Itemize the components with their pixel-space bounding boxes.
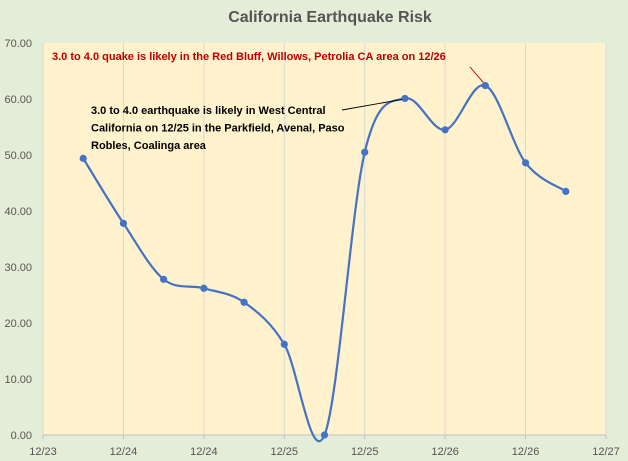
x-tick-label: 12/24 bbox=[110, 446, 138, 458]
x-tick-label: 12/27 bbox=[592, 446, 620, 458]
y-tick-label: 70.00 bbox=[4, 38, 32, 50]
x-axis-ticks: 12/23 12/24 12/24 12/25 12/25 12/26 12/26 12/27 bbox=[29, 435, 620, 458]
data-point bbox=[79, 154, 87, 162]
data-point bbox=[240, 298, 248, 306]
annotation-red-leader-line bbox=[469, 66, 484, 83]
data-point bbox=[280, 340, 288, 348]
series-markers bbox=[79, 81, 570, 439]
data-point bbox=[320, 431, 329, 439]
data-point bbox=[361, 148, 369, 156]
data-point bbox=[562, 187, 570, 195]
annotation-west-central: 3.0 to 4.0 earthquake is likely in West … bbox=[91, 105, 345, 152]
y-tick-label: 30.00 bbox=[4, 262, 32, 274]
y-axis-ticks: 0.00 10.00 20.00 30.00 40.00 50.00 60.00 70.00 bbox=[4, 38, 32, 442]
data-point bbox=[119, 219, 128, 227]
data-point bbox=[441, 126, 449, 134]
x-tick-label: 12/26 bbox=[512, 446, 540, 458]
x-tick-label: 12/26 bbox=[431, 446, 459, 458]
annotation-red-bluff: 3.0 to 4.0 quake is likely in the Red Bl… bbox=[52, 51, 446, 63]
annotation-line: California on 12/25 in the Parkfield, Av… bbox=[91, 123, 345, 135]
x-tick-label: 12/23 bbox=[29, 446, 57, 458]
data-point bbox=[200, 284, 208, 292]
chart-title: California Earthquake Risk bbox=[228, 9, 432, 26]
y-tick-label: 10.00 bbox=[4, 374, 32, 386]
annotation-black-leader-line bbox=[341, 98, 403, 111]
data-point bbox=[521, 159, 530, 167]
x-tick-label: 12/24 bbox=[190, 446, 218, 458]
x-tick-label: 12/25 bbox=[271, 446, 299, 458]
y-tick-label: 50.00 bbox=[4, 150, 32, 162]
annotations: 3.0 to 4.0 quake is likely in the Red Bl… bbox=[52, 51, 484, 152]
grid-lines bbox=[42, 43, 607, 435]
y-tick-label: 40.00 bbox=[4, 206, 32, 218]
x-tick-label: 12/25 bbox=[351, 446, 379, 458]
annotation-line: Robles, Coalinga area bbox=[91, 140, 207, 152]
y-tick-label: 0.00 bbox=[11, 430, 32, 442]
y-tick-label: 20.00 bbox=[4, 318, 32, 330]
data-point bbox=[481, 81, 489, 90]
y-tick-label: 60.00 bbox=[4, 94, 32, 106]
data-point bbox=[401, 94, 409, 103]
plot-area-background bbox=[43, 43, 606, 435]
data-point bbox=[160, 275, 168, 283]
annotation-line: 3.0 to 4.0 earthquake is likely in West … bbox=[91, 105, 326, 117]
